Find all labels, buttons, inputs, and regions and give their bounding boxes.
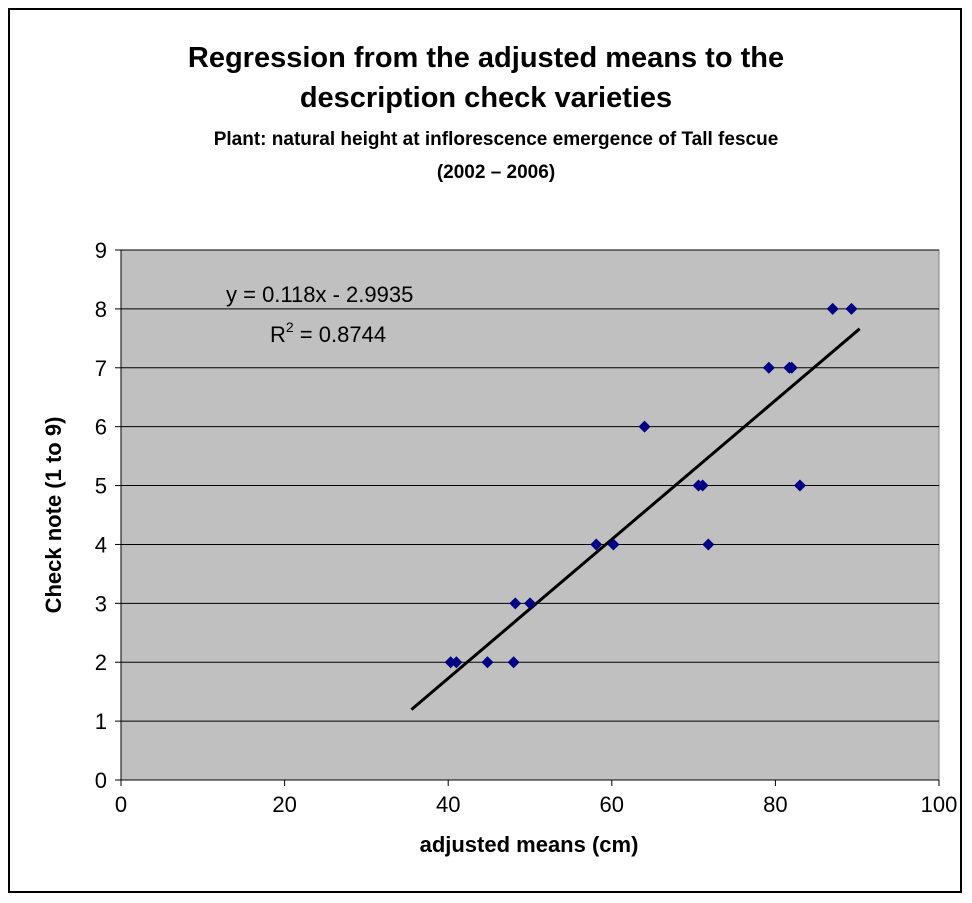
data-point: [793, 479, 806, 492]
y-tick-label-9: 9: [95, 238, 107, 263]
y-tick-label-4: 4: [95, 532, 107, 557]
data-point: [762, 361, 775, 374]
data-point: [524, 597, 536, 610]
x-tick-label-60: 60: [600, 792, 624, 817]
x-tick-label-100: 100: [921, 792, 958, 817]
x-tick-label-40: 40: [436, 792, 460, 817]
y-tick-label-1: 1: [95, 709, 107, 734]
data-point: [638, 420, 651, 433]
trendline: [410, 327, 861, 711]
r-squared-prefix: R: [270, 322, 286, 347]
chart-title-line-1: Regression from the adjusted means to th…: [188, 42, 784, 74]
tick-labels: 0 1 2 3 4 5 6 7 8 9 0 20 40 60 80 100: [95, 238, 958, 817]
plot-area: [120, 249, 940, 781]
axes: [115, 249, 940, 786]
trendline-equation: y = 0.118x - 2.9935: [226, 282, 413, 307]
chart-subtitle-line-2: (2002 – 2006): [437, 162, 555, 183]
trendline-group: [410, 327, 861, 711]
data-point: [607, 538, 620, 551]
data-point: [845, 302, 858, 315]
chart-title-line-2: description check varieties: [300, 82, 672, 114]
y-tick-label-8: 8: [95, 297, 107, 322]
y-tick-label-0: 0: [95, 768, 107, 793]
y-axis-label: Check note (1 to 9): [41, 417, 66, 614]
data-point: [507, 656, 520, 669]
r-squared-label: R2 = 0.8744: [270, 319, 386, 347]
data-point: [826, 302, 839, 315]
chart-subtitle-line-1: Plant: natural height at inflorescence e…: [214, 129, 779, 150]
data-point: [481, 656, 494, 669]
y-tick-label-2: 2: [95, 650, 107, 675]
r-squared-value: = 0.8744: [294, 322, 386, 347]
r-squared-exponent: 2: [286, 319, 294, 335]
gridlines: [121, 249, 939, 722]
data-point: [450, 656, 463, 669]
y-tick-label-5: 5: [95, 474, 107, 499]
data-point: [785, 361, 798, 374]
data-point: [696, 479, 709, 492]
x-tick-label-20: 20: [272, 792, 296, 817]
x-tick-label-80: 80: [763, 792, 787, 817]
x-axis-label: adjusted means (cm): [420, 832, 639, 857]
x-tick-label-0: 0: [115, 792, 127, 817]
data-point: [509, 597, 522, 610]
y-tick-label-6: 6: [95, 415, 107, 440]
y-tick-label-3: 3: [95, 591, 107, 616]
y-tick-label-7: 7: [95, 356, 107, 381]
data-points: [444, 302, 858, 669]
data-point: [702, 538, 715, 551]
data-point: [590, 538, 603, 551]
